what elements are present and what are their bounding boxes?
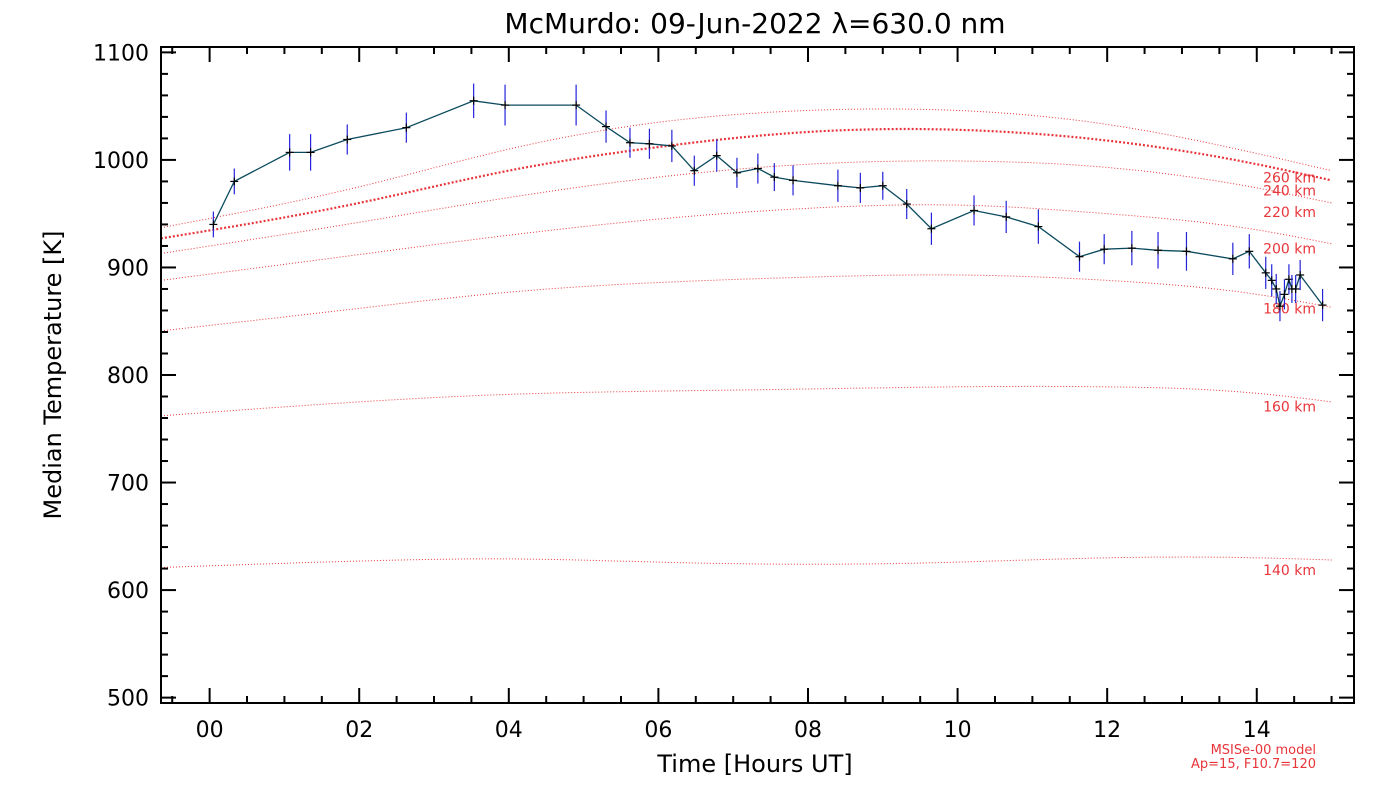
data-point <box>572 101 581 110</box>
model-curve-220-km <box>160 160 1332 254</box>
model-label-160-km: 160 km <box>1263 400 1316 416</box>
model-curve-260-km <box>160 108 1332 229</box>
model-curve-140-km <box>160 556 1332 568</box>
x-tick-label: 08 <box>794 718 822 743</box>
data-point <box>625 138 634 147</box>
data-point <box>1245 247 1254 256</box>
data-point <box>1182 247 1191 256</box>
y-tick-label: 1000 <box>93 149 149 174</box>
data-point <box>1075 252 1084 261</box>
axis-ticks: 00 02 04 06 08 10 12 14 500 600 700 800 900 1000 1100 <box>93 41 1354 743</box>
data-series <box>209 83 1327 322</box>
data-point <box>1280 290 1289 299</box>
model-label-240-km: 240 km <box>1263 183 1316 199</box>
x-tick-label: 12 <box>1093 718 1121 743</box>
x-tick-label: 04 <box>495 718 523 743</box>
model-curve-180-km <box>160 274 1332 332</box>
data-point <box>927 224 936 233</box>
data-point <box>306 148 315 157</box>
data-point <box>1002 212 1011 221</box>
y-tick-label: 700 <box>107 472 149 497</box>
data-point <box>1291 284 1300 293</box>
data-point <box>712 151 721 160</box>
series-line <box>212 100 1324 309</box>
x-axis-label: Time [Hours UT] <box>656 750 852 778</box>
y-tick-label: 1100 <box>93 41 149 66</box>
data-point <box>501 101 510 110</box>
data-point <box>753 164 762 173</box>
data-point <box>732 168 741 177</box>
model-curve-240-km <box>160 127 1332 240</box>
model-note: MSISe-00 model <box>1211 743 1316 758</box>
data-point <box>230 177 239 186</box>
data-point <box>1100 245 1109 254</box>
data-point <box>1296 270 1305 279</box>
data-point <box>970 206 979 215</box>
y-tick-label: 800 <box>107 364 149 389</box>
y-tick-label: 600 <box>107 579 149 604</box>
model-label-260-km: 260 km <box>1263 171 1316 187</box>
plot-frame <box>160 46 1355 704</box>
model-curve-160-km <box>160 385 1332 417</box>
x-tick-label: 14 <box>1243 718 1271 743</box>
model-curve-200-km <box>160 204 1332 281</box>
y-tick-label: 500 <box>107 687 149 712</box>
data-point <box>770 173 779 182</box>
data-point <box>602 122 611 131</box>
y-tick-label: 900 <box>107 256 149 281</box>
data-point <box>1261 268 1270 277</box>
x-tick-label: 10 <box>944 718 972 743</box>
data-point <box>789 176 798 185</box>
model-label-180-km: 180 km <box>1263 302 1316 318</box>
data-point <box>667 141 676 150</box>
model-label-200-km: 200 km <box>1263 242 1316 258</box>
data-point <box>1034 222 1043 231</box>
x-tick-label: 02 <box>345 718 373 743</box>
data-point <box>402 123 411 132</box>
data-point <box>343 135 352 144</box>
data-point <box>209 220 218 229</box>
data-point <box>878 181 887 190</box>
data-point <box>856 183 865 192</box>
model-label-140-km: 140 km <box>1263 563 1316 579</box>
data-point <box>1272 284 1281 293</box>
data-point <box>1127 244 1136 253</box>
x-tick-label: 00 <box>196 718 224 743</box>
data-point <box>1228 254 1237 263</box>
data-point <box>690 166 699 175</box>
model-label-220-km: 220 km <box>1263 205 1316 221</box>
data-point <box>1275 302 1284 311</box>
model-params-note: Ap=15, F10.7=120 <box>1191 757 1316 772</box>
y-axis-label: Median Temperature [K] <box>39 230 67 519</box>
data-point <box>902 200 911 209</box>
x-tick-label: 06 <box>644 718 672 743</box>
data-point <box>469 96 478 105</box>
data-point <box>1318 301 1327 310</box>
data-point <box>645 139 654 148</box>
data-point <box>1154 246 1163 255</box>
chart-title: McMurdo: 09-Jun-2022 λ=630.0 nm <box>504 7 1005 40</box>
model-curves <box>160 108 1332 568</box>
data-point <box>1267 276 1276 285</box>
data-point <box>285 148 294 157</box>
data-point <box>833 181 842 190</box>
